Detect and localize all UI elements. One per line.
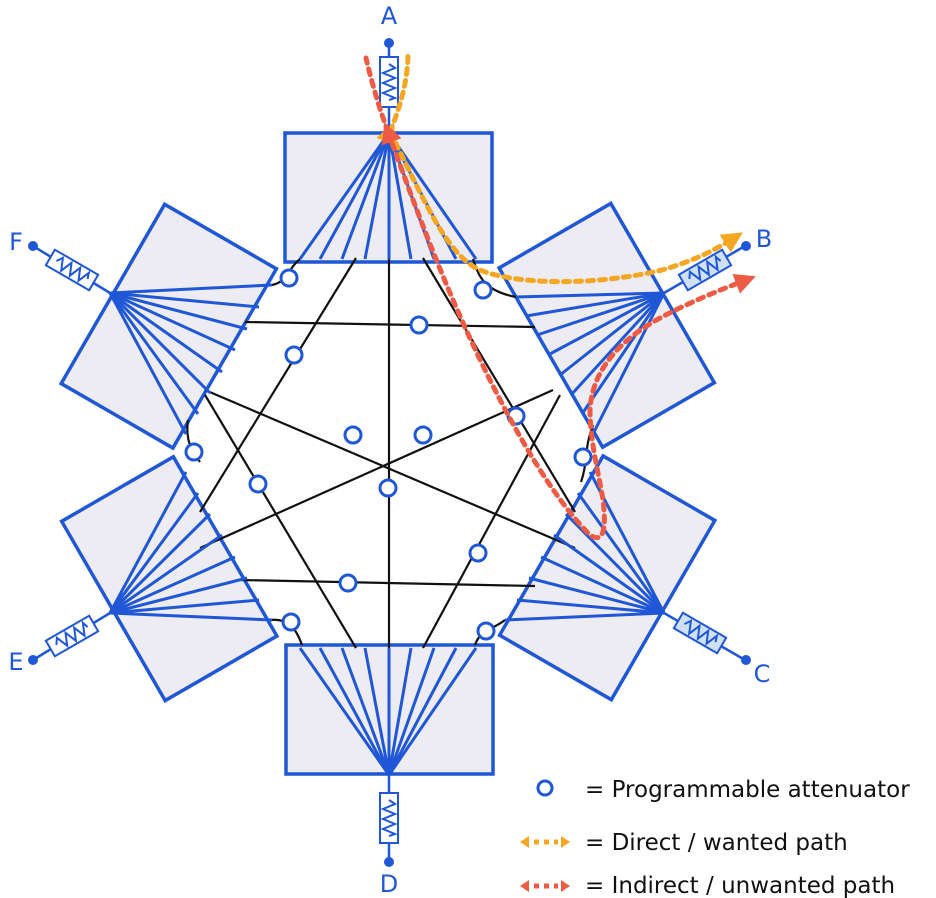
port-terminal-c: [741, 655, 751, 665]
attenuator: [284, 345, 304, 365]
indirect-path: [363, 55, 746, 540]
attenuator: [338, 573, 358, 593]
legend-direct-label: = Direct / wanted path: [585, 830, 848, 856]
splitter-box-b: [496, 201, 717, 450]
attenuator: [473, 280, 493, 300]
port-label-b: B: [756, 225, 772, 253]
port-terminal-a: [384, 38, 394, 48]
attenuator: [468, 543, 488, 563]
resistor-d: [379, 792, 399, 844]
signal-paths: [363, 49, 746, 540]
attenuator: [281, 612, 301, 632]
attenuator: [476, 621, 496, 641]
port-terminal-e: [28, 655, 38, 665]
resistor-a: [379, 56, 399, 108]
splitter-box-f: [58, 201, 279, 451]
attenuator: [378, 478, 398, 498]
port-label-d: D: [380, 870, 398, 898]
legend-attenuator-icon: [536, 779, 554, 797]
resistor-e: [44, 614, 100, 658]
port-terminal-f: [28, 241, 38, 251]
resistor-c: [672, 611, 728, 655]
attenuator: [184, 442, 204, 462]
attenuator: [409, 315, 429, 335]
legend-attenuator-label: = Programmable attenuator: [585, 777, 910, 803]
port-terminal-d: [384, 857, 394, 867]
port-label-f: F: [9, 228, 23, 256]
attenuator: [248, 474, 268, 494]
port-label-e: E: [8, 648, 23, 676]
legend-direct-icon: [520, 836, 570, 848]
attenuator: [413, 425, 433, 445]
attenuators: [184, 268, 593, 641]
legend-indirect-label: = Indirect / unwanted path: [585, 873, 895, 898]
legend: = Programmable attenuator = Direct / wan…: [520, 777, 910, 898]
legend-indirect-icon: [520, 880, 570, 892]
port-label-a: A: [381, 2, 398, 30]
resistor-f: [44, 248, 100, 292]
attenuator: [343, 425, 363, 445]
port-label-c: C: [754, 660, 771, 688]
attenuator: [573, 447, 593, 467]
attenuator: [279, 268, 299, 288]
port-terminal-b: [741, 241, 751, 251]
